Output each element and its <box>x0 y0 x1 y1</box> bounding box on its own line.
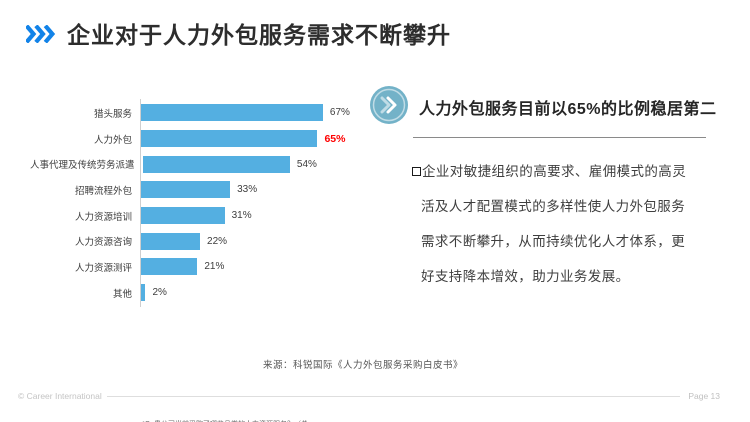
value-label: 21% <box>204 261 225 273</box>
category-label: 人力外包 <box>93 134 132 146</box>
body-line: 活及人才配置模式的多样性使人力外包服务 <box>421 199 686 214</box>
category-label: 人力资源咨询 <box>74 237 132 249</box>
bar-area: 22% <box>140 232 365 250</box>
chart-row: 招聘流程外包 33% <box>30 177 365 203</box>
chart-section: 猎头服务 67% 人力外包 65% 人事代理及传统劳务派遣 54% 招聘流程外包 33% 人力资… <box>30 99 365 422</box>
chart-axis <box>140 99 141 307</box>
slide-header: 企业对于人力外包服务需求不断攀升 <box>26 16 451 50</box>
footer-divider <box>107 396 680 397</box>
chart-row: 人力资源咨询 22% <box>30 228 365 254</box>
value-label: 22% <box>207 235 228 247</box>
body-line: 需求不断攀升，从而持续优化人才体系，更 <box>421 234 686 249</box>
body-line: 企业对敏捷组织的高要求、雇佣模式的高灵 <box>412 154 712 189</box>
category-label: 猎头服务 <box>93 108 132 120</box>
bar-area: 65% <box>140 130 365 148</box>
bar <box>142 155 290 173</box>
chart-row: 人力资源测评 21% <box>30 254 365 280</box>
triple-chevron-icon <box>26 25 56 43</box>
square-bullet-icon <box>412 167 421 176</box>
bar-area: 54% <box>142 155 365 173</box>
bar <box>140 130 318 148</box>
page-title: 企业对于人力外包服务需求不断攀升 <box>67 22 451 48</box>
bar-chart: 猎头服务 67% 人力外包 65% 人事代理及传统劳务派遣 54% 招聘流程外包 33% 人力资… <box>30 100 365 306</box>
bar <box>140 258 198 276</box>
value-label: 2% <box>152 287 167 299</box>
bar <box>140 284 146 302</box>
value-label: 54% <box>296 158 317 170</box>
insight-header: 人力外包服务目前以65%的比例稳居第二 <box>370 86 720 124</box>
insight-body: 企业对敏捷组织的高要求、雇佣模式的高灵 活及人才配置模式的多样性使人力外包服务 … <box>412 154 712 294</box>
bar <box>140 207 225 225</box>
category-label: 人力资源测评 <box>74 262 132 274</box>
body-line: 好支持降本增效，助力业务发展。 <box>421 269 630 284</box>
bar <box>140 104 323 122</box>
copyright: © Career International <box>18 391 102 401</box>
insight-heading: 人力外包服务目前以65%的比例稳居第二 <box>419 101 717 118</box>
body-line-text: 企业对敏捷组织的高要求、雇佣模式的高灵 <box>422 164 687 179</box>
heading-divider <box>413 137 706 138</box>
bar-area: 21% <box>140 258 365 276</box>
chart-row: 猎头服务 67% <box>30 100 365 126</box>
page-number: Page 13 <box>688 391 720 401</box>
bar-area: 2% <box>140 284 365 302</box>
value-label: 67% <box>329 107 350 119</box>
source-note: 来源：科锐国际《人力外包服务采购白皮书》 <box>263 360 464 371</box>
chart-row: 人事代理及传统劳务派遣 54% <box>30 151 365 177</box>
category-label: 人力资源培训 <box>74 211 132 223</box>
bar-area: 67% <box>140 104 365 122</box>
bar <box>140 181 231 199</box>
insight-panel: 人力外包服务目前以65%的比例稳居第二 企业对敏捷组织的高要求、雇佣模式的高灵 … <box>370 86 720 294</box>
category-label: 招聘流程外包 <box>74 185 132 197</box>
value-label: 65% <box>324 132 346 145</box>
bar <box>140 232 201 250</box>
category-label: 其他 <box>112 288 132 300</box>
chart-row: 人力资源培训 31% <box>30 203 365 229</box>
value-label: 31% <box>231 210 252 222</box>
bar-area: 33% <box>140 181 365 199</box>
bar-area: 31% <box>140 207 365 225</box>
value-label: 33% <box>237 184 258 196</box>
category-label: 人事代理及传统劳务派遣 <box>30 160 135 172</box>
chart-row: 人力外包 65% <box>30 126 365 152</box>
chart-row: 其他 2% <box>30 280 365 306</box>
chevron-circle-icon <box>370 86 408 124</box>
